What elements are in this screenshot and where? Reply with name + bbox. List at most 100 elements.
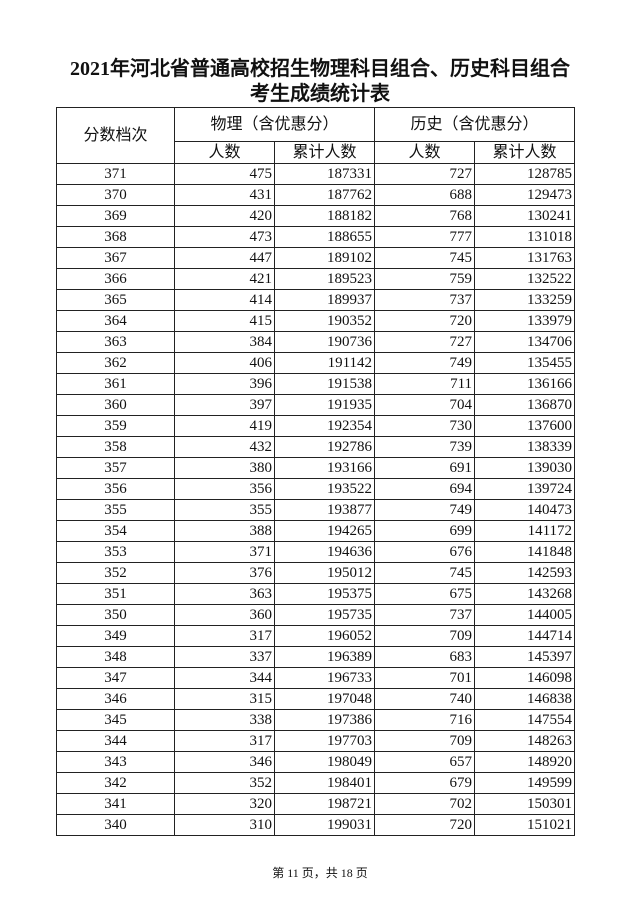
cell-physics-count: 420 [174,205,275,227]
cell-history-count: 737 [374,289,476,311]
cell-physics-count: 415 [174,310,275,332]
cell-physics-count: 414 [174,289,275,311]
cell-physics-count: 371 [174,541,275,563]
table-row: 357 380 193166 691 139030 [56,457,576,479]
cell-history-count: 683 [374,646,476,668]
cell-score: 360 [56,394,175,416]
table-row: 366 421 189523 759 132522 [56,268,576,290]
cell-physics-cumulative: 198049 [273,751,376,773]
cell-history-count: 701 [374,667,476,689]
cell-history-cumulative: 136166 [474,373,576,395]
header-physics-count: 人数 [174,141,275,164]
cell-history-cumulative: 148263 [474,730,576,752]
table-row: 341 320 198721 702 150301 [56,793,576,815]
cell-history-cumulative: 136870 [474,394,576,416]
cell-history-cumulative: 141172 [474,520,576,542]
cell-history-cumulative: 132522 [474,268,576,290]
cell-physics-cumulative: 194636 [273,541,376,563]
table-row: 359 419 192354 730 137600 [56,415,576,437]
cell-history-cumulative: 146838 [474,688,576,710]
cell-history-cumulative: 150301 [474,793,576,815]
cell-history-count: 716 [374,709,476,731]
document-title: 2021年河北省普通高校招生物理科目组合、历史科目组合 [70,58,570,80]
cell-physics-cumulative: 191142 [273,352,376,374]
cell-history-cumulative: 134706 [474,331,576,353]
cell-physics-count: 346 [174,751,275,773]
cell-history-cumulative: 145397 [474,646,576,668]
header-physics: 物理（含优惠分） [173,107,376,142]
cell-physics-count: 310 [174,814,275,836]
table-row: 353 371 194636 676 141848 [56,541,576,563]
table-row: 367 447 189102 745 131763 [56,247,576,269]
cell-score: 359 [56,415,175,437]
header-physics-cumulative: 累计人数 [273,141,376,164]
cell-physics-cumulative: 193522 [273,478,376,500]
cell-history-cumulative: 128785 [474,163,576,185]
cell-history-cumulative: 133259 [474,289,576,311]
cell-physics-cumulative: 188182 [273,205,376,227]
cell-score: 357 [56,457,175,479]
cell-physics-count: 315 [174,688,275,710]
cell-physics-count: 406 [174,352,275,374]
cell-physics-count: 320 [174,793,275,815]
document-subtitle: 考生成绩统计表 [250,83,390,105]
cell-physics-cumulative: 187331 [273,163,376,185]
cell-history-cumulative: 129473 [474,184,576,206]
cell-physics-cumulative: 190352 [273,310,376,332]
cell-history-count: 702 [374,793,476,815]
cell-physics-cumulative: 195375 [273,583,376,605]
table-row: 371 475 187331 727 128785 [56,163,576,185]
cell-history-count: 688 [374,184,476,206]
cell-score: 363 [56,331,175,353]
cell-physics-cumulative: 187762 [273,184,376,206]
cell-physics-count: 432 [174,436,275,458]
cell-physics-count: 363 [174,583,275,605]
cell-score: 346 [56,688,175,710]
table-row: 348 337 196389 683 145397 [56,646,576,668]
cell-physics-cumulative: 190736 [273,331,376,353]
table-row: 365 414 189937 737 133259 [56,289,576,311]
cell-physics-count: 317 [174,730,275,752]
cell-history-cumulative: 135455 [474,352,576,374]
cell-history-cumulative: 151021 [474,814,576,836]
cell-history-count: 745 [374,247,476,269]
cell-physics-count: 380 [174,457,275,479]
cell-score: 354 [56,520,175,542]
table-row: 361 396 191538 711 136166 [56,373,576,395]
table-row: 369 420 188182 768 130241 [56,205,576,227]
cell-physics-cumulative: 198721 [273,793,376,815]
cell-physics-cumulative: 193877 [273,499,376,521]
cell-history-count: 720 [374,814,476,836]
cell-history-count: 709 [374,730,476,752]
cell-history-count: 759 [374,268,476,290]
cell-history-cumulative: 142593 [474,562,576,584]
cell-score: 364 [56,310,175,332]
cell-score: 358 [56,436,175,458]
cell-history-cumulative: 141848 [474,541,576,563]
table-row: 354 388 194265 699 141172 [56,520,576,542]
cell-history-cumulative: 139724 [474,478,576,500]
cell-physics-count: 431 [174,184,275,206]
cell-history-count: 749 [374,499,476,521]
cell-history-count: 675 [374,583,476,605]
cell-score: 345 [56,709,175,731]
cell-physics-count: 337 [174,646,275,668]
table-row: 346 315 197048 740 146838 [56,688,576,710]
cell-history-cumulative: 138339 [474,436,576,458]
cell-history-count: 694 [374,478,476,500]
cell-history-count: 745 [374,562,476,584]
cell-score: 366 [56,268,175,290]
cell-history-cumulative: 131018 [474,226,576,248]
cell-physics-cumulative: 192354 [273,415,376,437]
header-history-cumulative: 累计人数 [474,141,576,164]
cell-physics-count: 384 [174,331,275,353]
table-row: 360 397 191935 704 136870 [56,394,576,416]
cell-score: 355 [56,499,175,521]
table-row: 362 406 191142 749 135455 [56,352,576,374]
cell-history-cumulative: 140473 [474,499,576,521]
cell-history-count: 699 [374,520,476,542]
cell-physics-count: 355 [174,499,275,521]
cell-score: 361 [56,373,175,395]
cell-history-count: 657 [374,751,476,773]
cell-physics-count: 388 [174,520,275,542]
